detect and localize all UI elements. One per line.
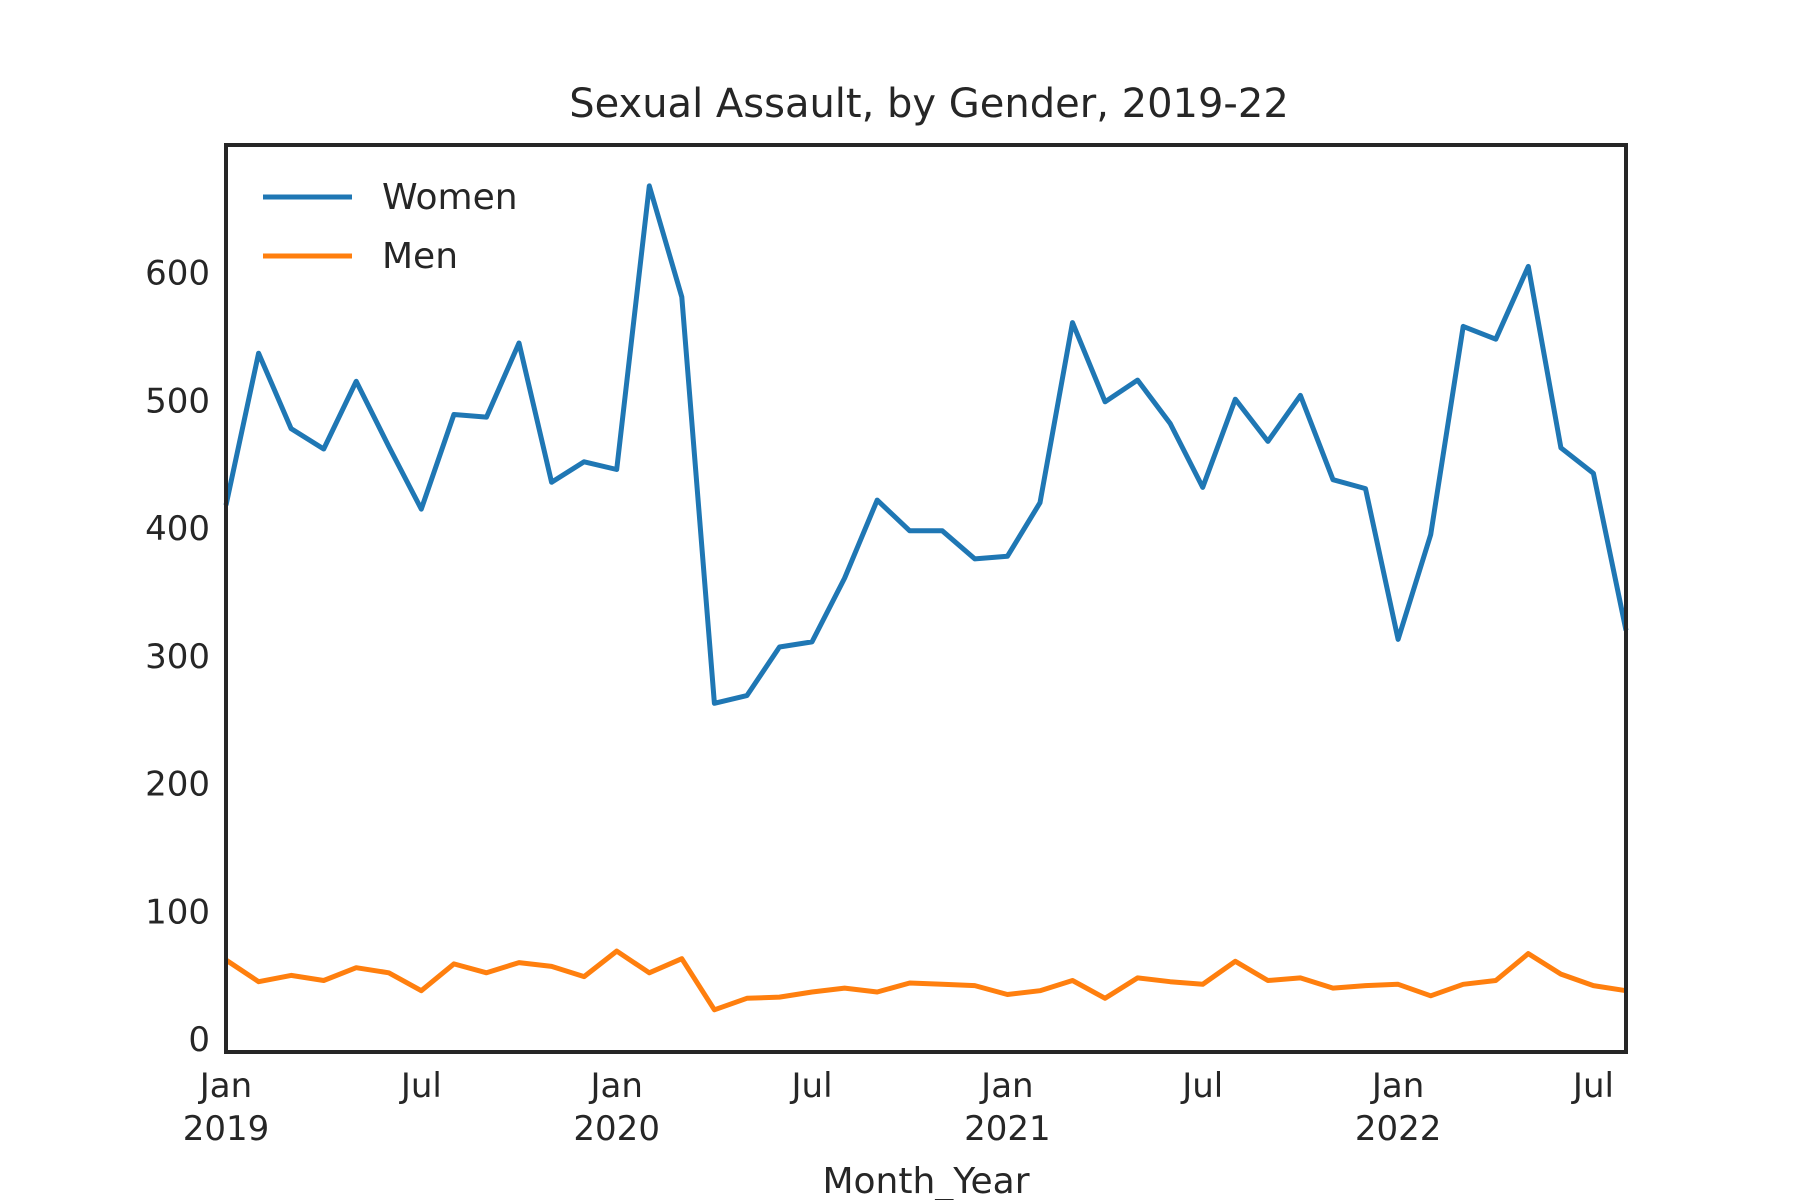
- x-tick-year-label: 2021: [964, 1109, 1051, 1149]
- y-tick-label: 400: [145, 509, 210, 549]
- y-tick-label: 0: [188, 1020, 210, 1060]
- x-tick-year-label: 2019: [183, 1109, 270, 1149]
- plot-area: [223, 183, 1629, 1013]
- x-tick-label: Jan: [979, 1066, 1033, 1106]
- y-tick-label: 500: [145, 381, 210, 421]
- x-tick-label: Jul: [790, 1066, 833, 1106]
- series-line-men: [224, 948, 1627, 1013]
- y-tick-label: 200: [145, 765, 210, 805]
- x-tick-label: Jul: [399, 1066, 442, 1106]
- legend: Women Men: [263, 177, 518, 277]
- x-tick-label: Jul: [1571, 1066, 1614, 1106]
- y-tick-label: 100: [145, 892, 210, 932]
- x-tick-label: Jul: [1180, 1066, 1223, 1106]
- legend-label-men: Men: [382, 236, 458, 277]
- plot-frame: [224, 143, 1628, 1054]
- x-tick-label: Jan: [588, 1066, 642, 1106]
- y-axis-ticks: 0 100 200 300 400 500 600: [145, 254, 210, 1060]
- legend-label-women: Women: [382, 177, 518, 218]
- x-axis-label: Month_Year: [822, 1161, 1029, 1200]
- y-tick-label: 600: [145, 254, 210, 294]
- chart-title: Sexual Assault, by Gender, 2019-22: [569, 81, 1289, 127]
- x-tick-year-label: 2020: [573, 1109, 660, 1149]
- x-tick-year-label: 2022: [1355, 1109, 1442, 1149]
- y-tick-label: 300: [145, 637, 210, 677]
- x-tick-label: Jan: [1370, 1066, 1424, 1106]
- x-tick-label: Jan: [198, 1066, 252, 1106]
- series-line-women: [223, 183, 1629, 706]
